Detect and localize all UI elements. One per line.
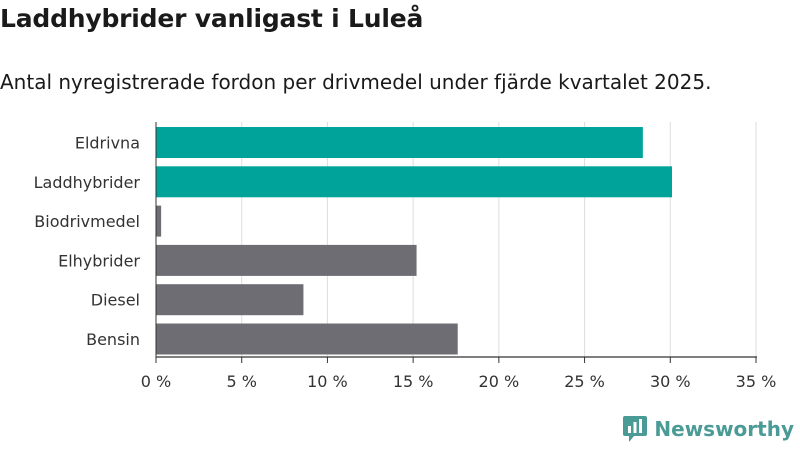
category-label: Diesel	[91, 291, 140, 310]
x-tick-label: 20 %	[479, 372, 520, 391]
newsworthy-logo-icon	[623, 416, 648, 442]
category-label: Bensin	[86, 330, 140, 349]
x-tick-label: 10 %	[307, 372, 348, 391]
x-tick-label: 0 %	[141, 372, 171, 391]
x-tick-label: 30 %	[650, 372, 691, 391]
chart-title: Laddhybrider vanligast i Luleå	[0, 4, 424, 33]
x-tick-label: 25 %	[564, 372, 605, 391]
category-label: Eldrivna	[75, 134, 140, 153]
bar-bensin	[156, 323, 458, 355]
x-tick-label: 15 %	[393, 372, 434, 391]
x-tick-label: 5 %	[226, 372, 256, 391]
brand-name: Newsworthy	[654, 417, 794, 441]
x-tick-label: 35 %	[736, 372, 777, 391]
bar-laddhybrider	[156, 166, 672, 198]
category-label: Biodrivmedel	[34, 212, 140, 231]
chart-subtitle: Antal nyregistrerade fordon per drivmede…	[0, 70, 712, 94]
bar-diesel	[156, 284, 304, 316]
bar-eldrivna	[156, 127, 643, 158]
brand: Newsworthy	[622, 414, 794, 444]
category-label: Elhybrider	[58, 251, 140, 270]
category-label: Laddhybrider	[34, 173, 141, 192]
bar-elhybrider	[156, 244, 417, 276]
bar-biodrivmedel	[156, 205, 162, 237]
